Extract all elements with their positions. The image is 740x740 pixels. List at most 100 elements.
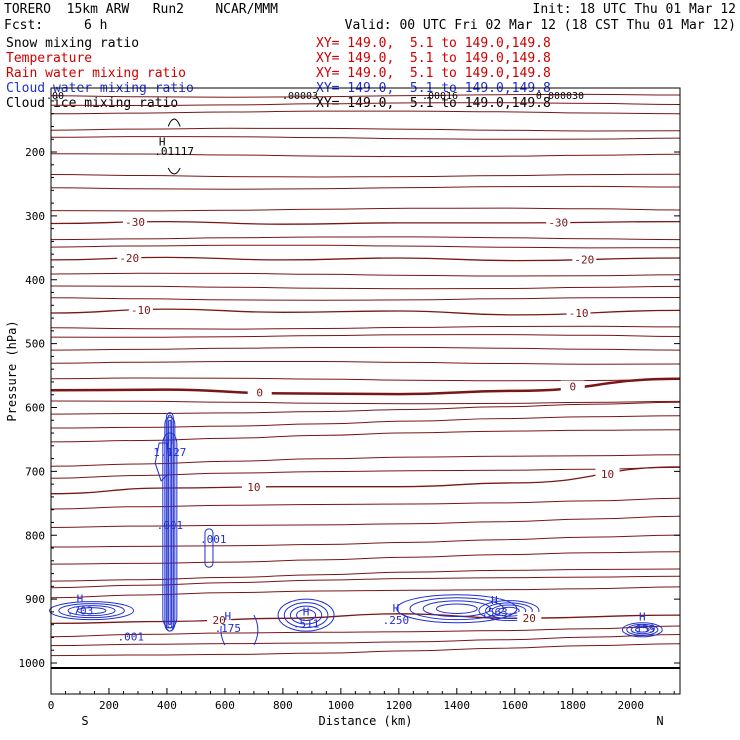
isotherm-0 [50,377,681,396]
isotherm-label: 20 [212,614,225,627]
legend-xy-rain: XY= 149.0, 5.1 to 149.0,149.8 [316,66,551,81]
x-tick-label: 600 [215,699,235,712]
cloud-column-contour [165,412,174,632]
cloud-water-contour [635,626,650,633]
legend-xy-temperature: XY= 149.0, 5.1 to 149.0,149.8 [316,51,551,66]
cloud-water-contours [49,412,663,646]
y-tick-label: 500 [25,338,45,351]
plot-frame [50,87,681,695]
isotherm-line [50,334,681,338]
cloud-water-contour [289,605,323,625]
x-tick-label: 2000 [617,699,644,712]
cloud-water-contour [296,609,317,622]
top-contour-label: .00 [46,91,64,102]
isotherm-label-bg [117,252,142,265]
isotherm-label: -30 [548,217,568,230]
x-tick-label: 1400 [444,699,471,712]
cloud-ice-contours [167,118,181,175]
cloud-water-contour [409,597,505,621]
south-label: S [81,714,88,728]
isotherm-line [50,325,681,330]
cloud-ice-max-label: H [159,136,166,149]
y-tick-label: 200 [25,146,45,159]
cloud-water-contour [621,622,663,638]
cloud-water-contour [58,603,125,619]
y-tick-label: 400 [25,274,45,287]
x-tick-label: 800 [273,699,293,712]
isotherm-line [50,153,681,158]
cloud-water-contour [283,602,329,629]
isotherm-label: 20 [523,612,536,625]
cloud-small-column [204,528,214,568]
y-tick-label: 800 [25,529,45,542]
x-tick-label: 400 [157,699,177,712]
isotherm-line [50,285,681,290]
cloud-water-max-value: .563 [481,606,508,619]
north-label: N [656,714,663,728]
cloud-water-max-value: .703 [67,605,94,618]
top-contour-label: .00003 [282,91,318,102]
isotherm-line [50,236,681,241]
isotherm-line [50,586,681,599]
x-tick-label: 1800 [560,699,587,712]
isotherm-20 [50,613,681,625]
cloud-water-contour-label: .001 [200,533,227,546]
x-tick-label: 1200 [386,699,413,712]
cloud-water-contour [478,600,540,622]
y-tick-label: 300 [25,210,45,223]
isotherm-label-bg [207,614,232,627]
y-axis-label: Pressure (hPa) [5,320,19,421]
isotherm-line [50,360,681,365]
isotherm-line [50,568,681,582]
isotherm-label: -30 [125,216,145,229]
isotherm-line [50,346,681,351]
x-tick-label: 1600 [502,699,529,712]
cloud-water-max-label: H [225,610,232,623]
isotherm-line [50,466,681,479]
cloud-water-contour [498,606,520,615]
y-tick-label: 900 [25,593,45,606]
isotherm-line [50,415,681,429]
isotherm-line [50,534,681,548]
cloud-water-max-label: H [77,593,84,606]
cloud-water-contour [67,605,116,617]
init-time: Init: 18 UTC Thu 01 Mar 12 [532,2,737,17]
cloud-water-contour [76,607,107,615]
legend-xy-cloud-ice: XY= 149.0, 5.1 to 149.0,149.8 [316,96,551,111]
legend-xy-snow: XY= 149.0, 5.1 to 149.0,149.8 [316,36,551,51]
model-title: TORERO 15km ARW Run2 NCAR/MMM [4,2,278,17]
cloud-water-contour-label: .001 [157,519,184,532]
cloud-water-max-label: H [639,611,646,624]
cloud-column-contour [168,419,172,626]
cloud-water-contour [422,600,491,618]
isotherm-label: 0 [256,387,263,400]
isotherm-label-bg [241,481,266,494]
valid-time: Valid: 00 UTC Fri 02 Mar 12 (18 CST Thu … [344,18,736,33]
isotherm-label: 10 [601,468,614,481]
isotherm-label: 10 [247,481,260,494]
isotherm-line [50,497,681,510]
isotherm-line [50,185,681,190]
isotherm-line [50,401,681,415]
forecast-value: 6 h [84,18,108,33]
cloud-water-max-value: .175 [215,622,242,635]
top-contour-label: .00016 [422,91,458,102]
isotherm-label: -10 [131,304,151,317]
isotherm-line [50,643,681,657]
x-tick-label: 0 [48,699,55,712]
cloud-ice-contour [167,118,181,127]
isotherm-label-bg [572,253,597,266]
cloud-water-contour [435,603,478,614]
isotherm-label: -20 [574,254,594,267]
cloud-water-max-label: H [303,605,310,618]
isotherm-line [50,634,681,647]
isotherm-line [50,575,681,589]
isotherm-line [50,127,681,132]
isotherm-label-bg [247,386,272,399]
cloud-column-contour [167,414,173,629]
cloud-water-max-value: 1.127 [153,446,186,459]
cloud-water-contour [630,625,655,635]
isotherm-line [50,625,681,638]
isotherm-label-bg [546,216,571,229]
